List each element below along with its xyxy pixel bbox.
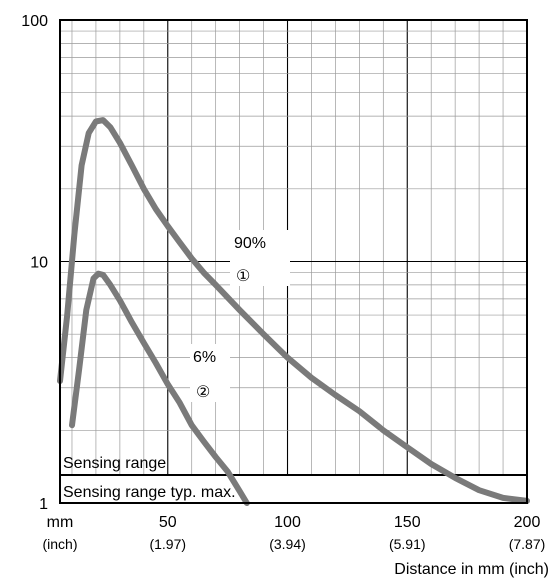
series-90-label: 90% [234,235,266,252]
grid [60,20,527,503]
sensing-range-typ-max-label: Sensing range typ. max. [63,484,236,501]
x-tick-sub-label: (5.91) [389,536,426,552]
x-unit-sub: (inch) [42,536,77,552]
y-tick-label: 1 [39,496,48,513]
x-tick-sub-label: (1.97) [149,536,186,552]
y-tick-label: 100 [21,13,48,30]
series-6-label: 6% [193,349,216,366]
x-tick-label: 200 [514,514,541,531]
x-unit-label: mm [47,514,74,531]
x-tick-label: 150 [394,514,421,531]
x-tick-sub-label: (7.87) [509,536,546,552]
y-tick-label: 10 [30,255,48,272]
series-90-marker: ① [236,268,250,285]
x-tick-label: 50 [159,514,177,531]
sensing-range-label: Sensing range [63,455,166,472]
x-tick-label: 100 [274,514,301,531]
x-tick-sub-label: (3.94) [269,536,306,552]
x-axis-title: Distance in mm (inch) [394,561,549,578]
series-6-marker: ② [196,384,210,401]
